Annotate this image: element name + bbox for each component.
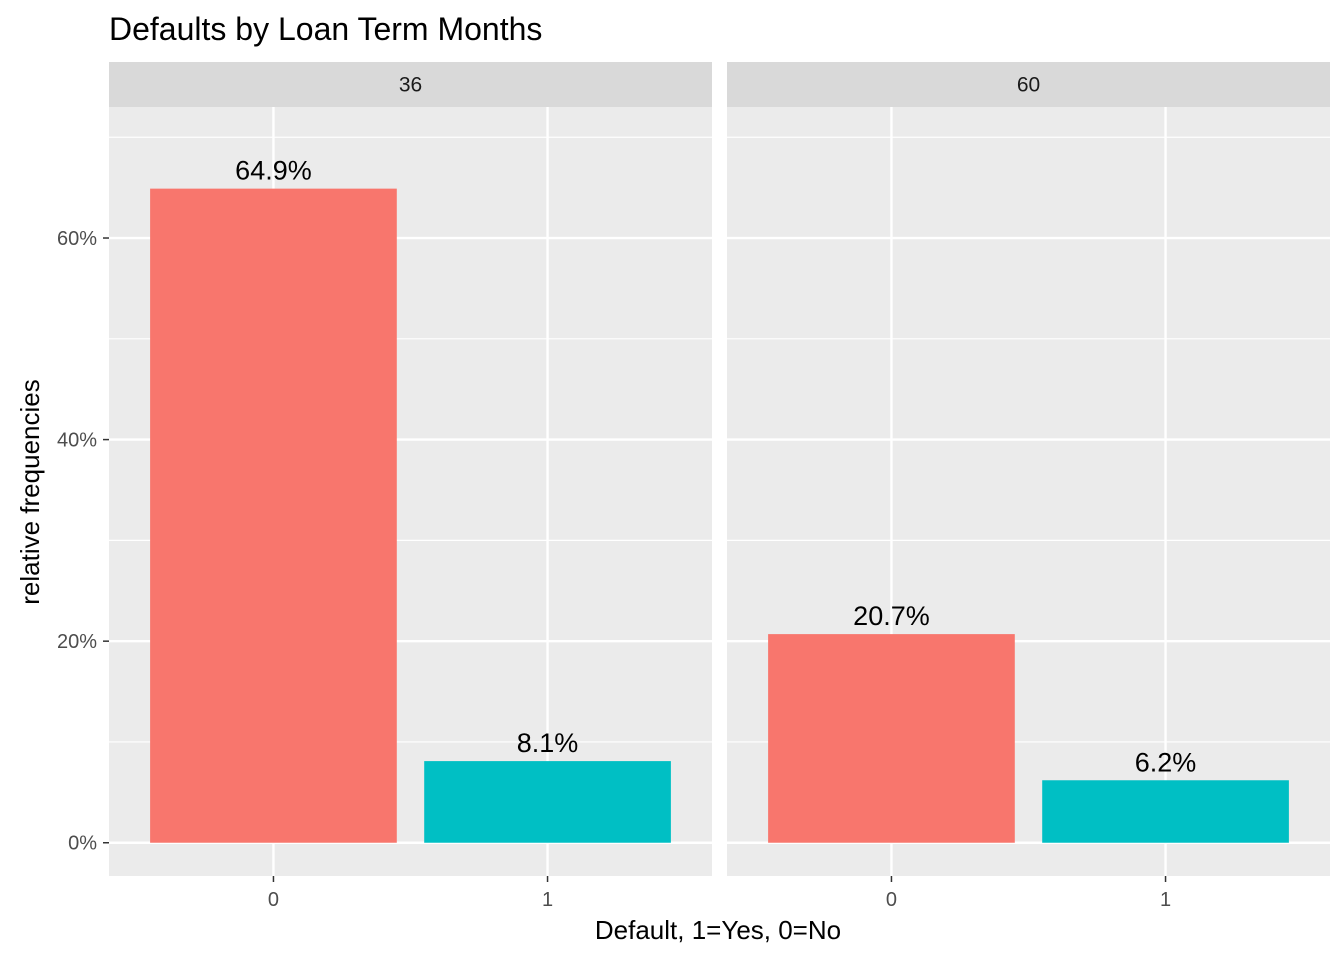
x-tick-label: 1 [1160, 889, 1171, 911]
bar-60-1 [1042, 780, 1289, 843]
y-tick-label: 40% [57, 430, 97, 452]
x-tick-label: 0 [268, 889, 279, 911]
chart-title: Defaults by Loan Term Months [109, 11, 542, 47]
bar-36-0 [150, 188, 397, 843]
bar-value-label: 64.9% [235, 156, 312, 186]
facet-strip [109, 62, 712, 107]
bar-60-0 [768, 634, 1015, 843]
y-axis: 0% 20% 40% 60% [57, 228, 109, 855]
facet-strip-label: 36 [399, 74, 422, 97]
x-axis-title: Default, 1=Yes, 0=No [595, 915, 841, 945]
facet-strip-label: 60 [1017, 74, 1040, 97]
bar-value-label: 20.7% [853, 601, 930, 631]
x-tick-label: 1 [542, 889, 553, 911]
facet-panels: 36 64.9% 0 8.1% 1 60 20.7% 0 6.2% 1 [109, 62, 1330, 911]
y-tick-label: 0% [68, 833, 97, 855]
y-tick-label: 20% [57, 631, 97, 653]
x-tick-label: 0 [886, 889, 897, 911]
y-axis-title: relative frequencies [15, 379, 45, 604]
bar-value-label: 6.2% [1135, 747, 1197, 777]
bar-value-label: 8.1% [517, 728, 579, 758]
y-tick-label: 60% [57, 228, 97, 250]
facet-panel-36: 36 64.9% 0 8.1% 1 [109, 62, 712, 911]
facet-strip [727, 62, 1330, 107]
bar-36-1 [424, 761, 671, 843]
facet-panel-60: 60 20.7% 0 6.2% 1 [727, 62, 1330, 911]
